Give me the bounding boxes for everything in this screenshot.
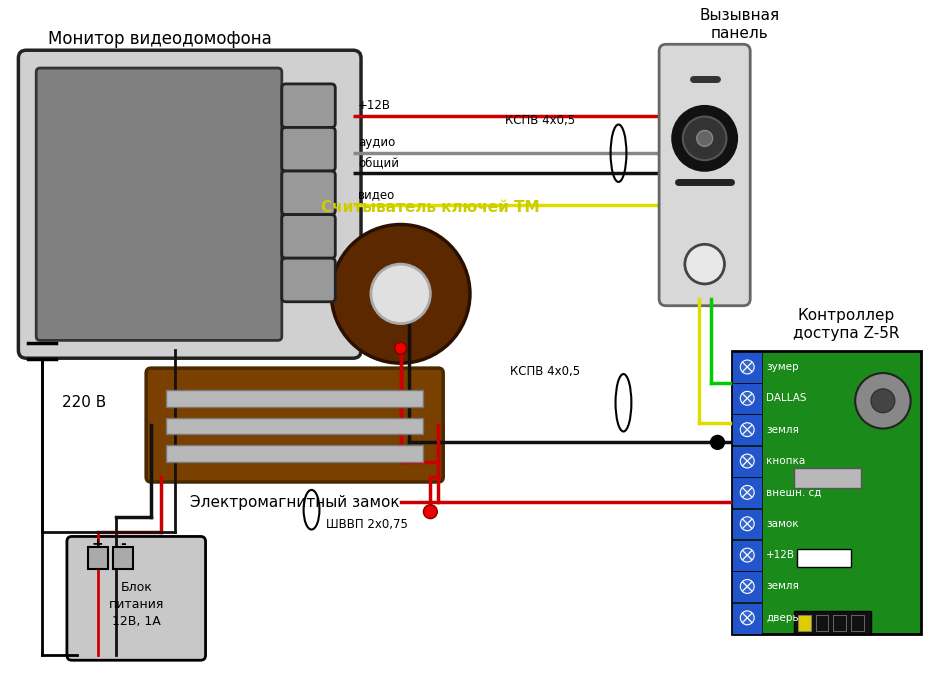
FancyBboxPatch shape bbox=[19, 50, 361, 358]
Bar bbox=[733, 603, 762, 634]
Circle shape bbox=[740, 391, 754, 406]
Circle shape bbox=[683, 116, 726, 160]
Circle shape bbox=[710, 436, 724, 449]
Bar bbox=[794, 611, 871, 634]
Circle shape bbox=[856, 373, 911, 429]
Text: +: + bbox=[91, 537, 103, 551]
Text: Вызывная
панель: Вызывная панель bbox=[699, 8, 779, 41]
FancyBboxPatch shape bbox=[659, 45, 750, 306]
Text: земля: земля bbox=[766, 425, 799, 435]
Bar bbox=[733, 540, 762, 571]
Text: общий: общий bbox=[358, 156, 399, 169]
Circle shape bbox=[740, 548, 754, 562]
Text: замок: замок bbox=[766, 519, 799, 529]
Text: +12В: +12В bbox=[766, 550, 795, 560]
Circle shape bbox=[740, 423, 754, 436]
Circle shape bbox=[697, 130, 713, 147]
Text: кнопка: кнопка bbox=[766, 456, 805, 466]
Text: КСПВ 4х0,5: КСПВ 4х0,5 bbox=[504, 114, 575, 127]
Bar bbox=[88, 547, 107, 569]
Bar bbox=[851, 614, 864, 630]
FancyBboxPatch shape bbox=[281, 171, 336, 214]
Bar bbox=[166, 390, 423, 407]
Text: +12В: +12В bbox=[358, 99, 391, 112]
Text: 220 В: 220 В bbox=[62, 395, 106, 410]
Bar bbox=[733, 351, 921, 634]
Bar bbox=[733, 383, 762, 414]
Text: -: - bbox=[120, 537, 126, 551]
Circle shape bbox=[685, 245, 724, 284]
Bar bbox=[794, 468, 861, 488]
Circle shape bbox=[673, 107, 736, 170]
FancyBboxPatch shape bbox=[36, 68, 281, 340]
FancyBboxPatch shape bbox=[281, 258, 336, 302]
Circle shape bbox=[740, 360, 754, 374]
Circle shape bbox=[740, 611, 754, 625]
Text: DALLAS: DALLAS bbox=[766, 393, 806, 403]
FancyBboxPatch shape bbox=[146, 368, 444, 482]
FancyBboxPatch shape bbox=[281, 84, 336, 127]
Bar bbox=[733, 446, 762, 477]
Bar bbox=[733, 571, 762, 602]
Circle shape bbox=[331, 225, 470, 363]
Bar bbox=[797, 549, 851, 567]
Bar bbox=[798, 614, 811, 630]
Bar bbox=[114, 547, 133, 569]
Circle shape bbox=[740, 454, 754, 468]
FancyBboxPatch shape bbox=[67, 536, 206, 660]
Circle shape bbox=[871, 389, 895, 412]
Circle shape bbox=[423, 505, 437, 519]
Text: Монитор видеодомофона: Монитор видеодомофона bbox=[48, 30, 272, 48]
Bar bbox=[816, 614, 829, 630]
Text: Электромагнитный замок: Электромагнитный замок bbox=[190, 495, 400, 510]
Circle shape bbox=[740, 580, 754, 593]
Text: земля: земля bbox=[766, 582, 799, 591]
Circle shape bbox=[740, 516, 754, 531]
Bar bbox=[733, 508, 762, 539]
FancyBboxPatch shape bbox=[281, 214, 336, 258]
Bar bbox=[166, 418, 423, 434]
Text: аудио: аудио bbox=[358, 136, 395, 149]
Bar bbox=[733, 352, 762, 383]
Circle shape bbox=[371, 264, 431, 323]
Text: дверь: дверь bbox=[766, 613, 799, 623]
Text: Контроллер
доступа Z-5R: Контроллер доступа Z-5R bbox=[793, 308, 899, 341]
Circle shape bbox=[740, 486, 754, 499]
Circle shape bbox=[394, 342, 406, 354]
Text: внешн. сд: внешн. сд bbox=[766, 488, 821, 497]
Bar bbox=[733, 477, 762, 508]
Bar bbox=[733, 414, 762, 445]
Text: КСПВ 4х0,5: КСПВ 4х0,5 bbox=[510, 365, 580, 378]
Text: видео: видео bbox=[358, 188, 395, 201]
Text: ШВВП 2х0,75: ШВВП 2х0,75 bbox=[326, 518, 408, 531]
Text: зумер: зумер bbox=[766, 362, 799, 372]
FancyBboxPatch shape bbox=[281, 127, 336, 171]
Text: Считыватель ключей ТМ: Считыватель ключей ТМ bbox=[321, 199, 540, 214]
Text: Блок
питания
12В, 1А: Блок питания 12В, 1А bbox=[108, 581, 164, 628]
Bar bbox=[166, 445, 423, 462]
Bar bbox=[833, 614, 846, 630]
